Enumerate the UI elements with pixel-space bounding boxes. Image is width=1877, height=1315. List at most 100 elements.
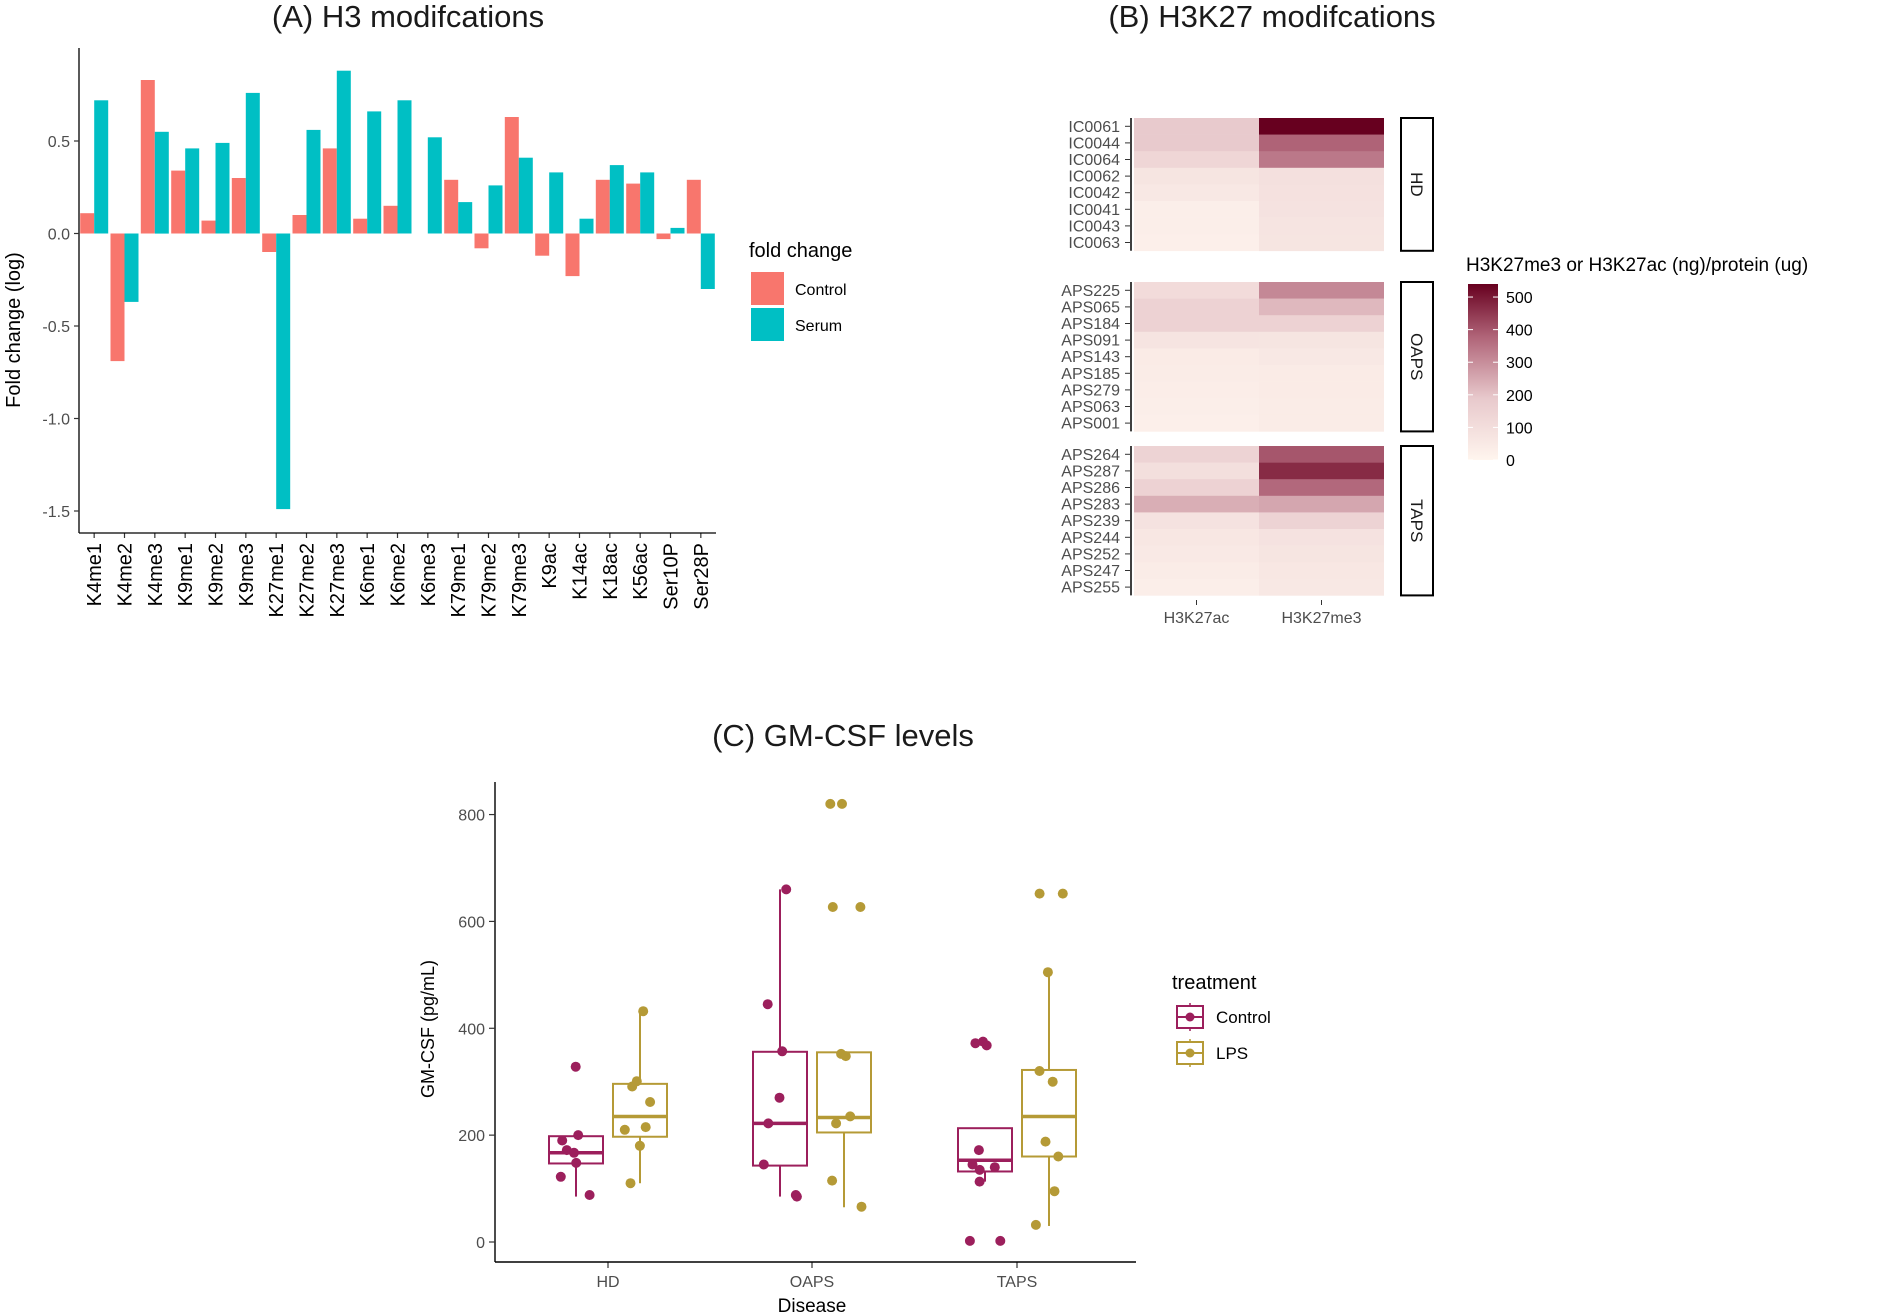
heatmap-cell-aps283-h3k27ac (1134, 495, 1259, 513)
panel-a-legend: fold change Control Serum (749, 240, 852, 341)
heatmap-cell-aps286-h3k27ac (1134, 479, 1259, 497)
x-tick-label-k6me2: K6me2 (388, 543, 410, 606)
row-label-aps239: APS239 (1061, 513, 1120, 530)
x-tick-label-oaps: OAPS (790, 1274, 834, 1291)
row-label-ic0064: IC0064 (1068, 152, 1120, 169)
point-control-taps (973, 1145, 984, 1156)
row-label-aps244: APS244 (1061, 530, 1120, 547)
bar-control-k4me3 (140, 80, 155, 234)
row-label-ic0042: IC0042 (1068, 185, 1120, 202)
heatmap-cell-ic0043-h3k27ac (1134, 217, 1259, 235)
row-label-aps255: APS255 (1061, 580, 1120, 597)
point-control-oaps (774, 1092, 785, 1103)
point-lps-hd (645, 1097, 656, 1107)
bar-serum-k27me2 (306, 129, 321, 234)
heatmap-cell-ic0064-h3k27me3 (1259, 151, 1384, 169)
heatmap-cell-aps091-h3k27ac (1134, 331, 1259, 349)
x-tick-label-k9me3: K9me3 (236, 543, 258, 606)
bar-control-k27me1 (262, 233, 277, 252)
panel-b-legend: H3K27me3 or H3K27ac (ng)/protein (ug) 0 1… (1466, 255, 1808, 470)
y-tick-label: 800 (458, 808, 485, 825)
bar-serum-ser28p (700, 233, 715, 289)
bar-control-k9me3 (231, 178, 246, 234)
colorbar-tick-label: 400 (1506, 323, 1533, 340)
heatmap-cell-ic0042-h3k27me3 (1259, 184, 1384, 202)
heatmap-cell-aps143-h3k27ac (1134, 348, 1259, 366)
y-tick-label: 0 (476, 1235, 485, 1252)
point-control-taps (970, 1038, 981, 1049)
heatmap-cell-ic0063-h3k27me3 (1259, 234, 1384, 252)
row-label-aps225: APS225 (1061, 283, 1120, 300)
heatmap-cell-aps143-h3k27me3 (1259, 348, 1384, 366)
point-lps-taps (1053, 1151, 1064, 1162)
row-label-aps143: APS143 (1061, 349, 1120, 366)
point-control-taps (981, 1040, 992, 1051)
point-lps-hd (625, 1178, 636, 1189)
x-tick-label-k56ac: K56ac (630, 543, 652, 600)
heatmap-cell-aps239-h3k27me3 (1259, 512, 1384, 530)
heatmap-cell-ic0063-h3k27ac (1134, 234, 1259, 252)
point-lps-taps (1057, 888, 1068, 899)
point-lps-oaps (856, 1201, 867, 1212)
row-label-ic0062: IC0062 (1068, 169, 1120, 186)
facet-strip-oaps (1400, 281, 1434, 433)
heatmap-cell-ic0061-h3k27ac (1134, 118, 1259, 135)
colorbar-tick-label: 200 (1506, 388, 1533, 405)
point-lps-oaps (837, 798, 847, 809)
heatmap-cell-aps287-h3k27me3 (1259, 462, 1384, 480)
row-label-ic0043: IC0043 (1068, 218, 1120, 235)
row-label-aps252: APS252 (1061, 546, 1120, 563)
heatmap-cell-aps286-h3k27me3 (1259, 479, 1384, 497)
panel-c-box-plot: (C) GM-CSF levels GM-CSF (pg/mL) Disease… (418, 718, 1271, 1315)
legend-title: treatment (1172, 972, 1257, 994)
facet-strip-label-taps: TAPS (1407, 499, 1426, 542)
x-tick-label-k6me3: K6me3 (418, 543, 440, 606)
row-label-ic0041: IC0041 (1068, 202, 1120, 219)
heatmap-cell-aps255-h3k27me3 (1259, 578, 1384, 596)
x-tick-label-ser28p: Ser28P (691, 543, 713, 610)
bar-control-k79me3 (504, 117, 519, 234)
box-lps-oaps (816, 1051, 872, 1134)
heatmap-cell-ic0061-h3k27me3 (1259, 118, 1384, 135)
bar-control-k18ac (595, 179, 610, 234)
point-control-hd (573, 1130, 584, 1141)
panel-a-axes: K4me1 K4me2 K4me3 K9me1 K9me2 K9me3 K27me1 K27m… (42, 48, 716, 618)
bar-serum-k18ac (609, 165, 624, 234)
legend-label-control: Control (795, 282, 847, 299)
point-control-oaps (777, 1046, 788, 1057)
box-control-oaps (752, 1050, 808, 1167)
bar-control-k9ac (535, 233, 550, 256)
point-control-oaps (758, 1159, 769, 1170)
x-tick-label-k6me1: K6me1 (357, 543, 379, 606)
col-label-h3k27ac: H3K27ac (1164, 610, 1230, 627)
row-label-aps063: APS063 (1061, 399, 1120, 416)
colorbar-tick-label: 500 (1506, 290, 1533, 307)
point-lps-taps (1030, 1219, 1041, 1230)
row-label-aps279: APS279 (1061, 382, 1120, 399)
y-tick-label: 200 (458, 1128, 485, 1145)
col-label-h3k27me3: H3K27me3 (1281, 610, 1361, 627)
panel-c-axes: HD OAPS TAPS 0 200 400 600 800 (458, 782, 1136, 1291)
heatmap-cell-ic0041-h3k27me3 (1259, 201, 1384, 218)
panel-a-bar-chart: (A) H3 modifcations Fold change (log) K4… (3, 0, 852, 618)
point-lps-hd (638, 1006, 649, 1017)
point-control-hd (569, 1147, 579, 1158)
heatmap-cell-aps244-h3k27ac (1134, 529, 1259, 546)
heatmap-cell-aps264-h3k27me3 (1259, 446, 1384, 463)
x-tick-label-k9me1: K9me1 (175, 543, 197, 606)
point-control-hd (570, 1061, 581, 1072)
heatmap-cell-ic0062-h3k27me3 (1259, 167, 1384, 185)
heatmap-cell-aps065-h3k27ac (1134, 298, 1259, 316)
legend-key-point (1185, 1048, 1195, 1058)
heatmap-cell-aps184-h3k27me3 (1259, 315, 1384, 333)
panel-b-heatmap-cells: IC0061IC0044IC0064IC0062IC0042IC0041IC00… (1061, 117, 1434, 627)
heatmap-cell-aps001-h3k27me3 (1259, 414, 1384, 432)
panel-a-title: (A) H3 modifcations (272, 0, 544, 34)
heatmap-cell-aps255-h3k27ac (1134, 578, 1259, 596)
facet-strip-taps (1400, 445, 1434, 597)
legend-label-lps: LPS (1216, 1044, 1248, 1063)
heatmap-cell-ic0044-h3k27ac (1134, 134, 1259, 152)
colorbar-tick-label: 0 (1506, 453, 1515, 470)
point-control-hd (584, 1190, 595, 1200)
bar-control-k14ac (565, 233, 580, 277)
